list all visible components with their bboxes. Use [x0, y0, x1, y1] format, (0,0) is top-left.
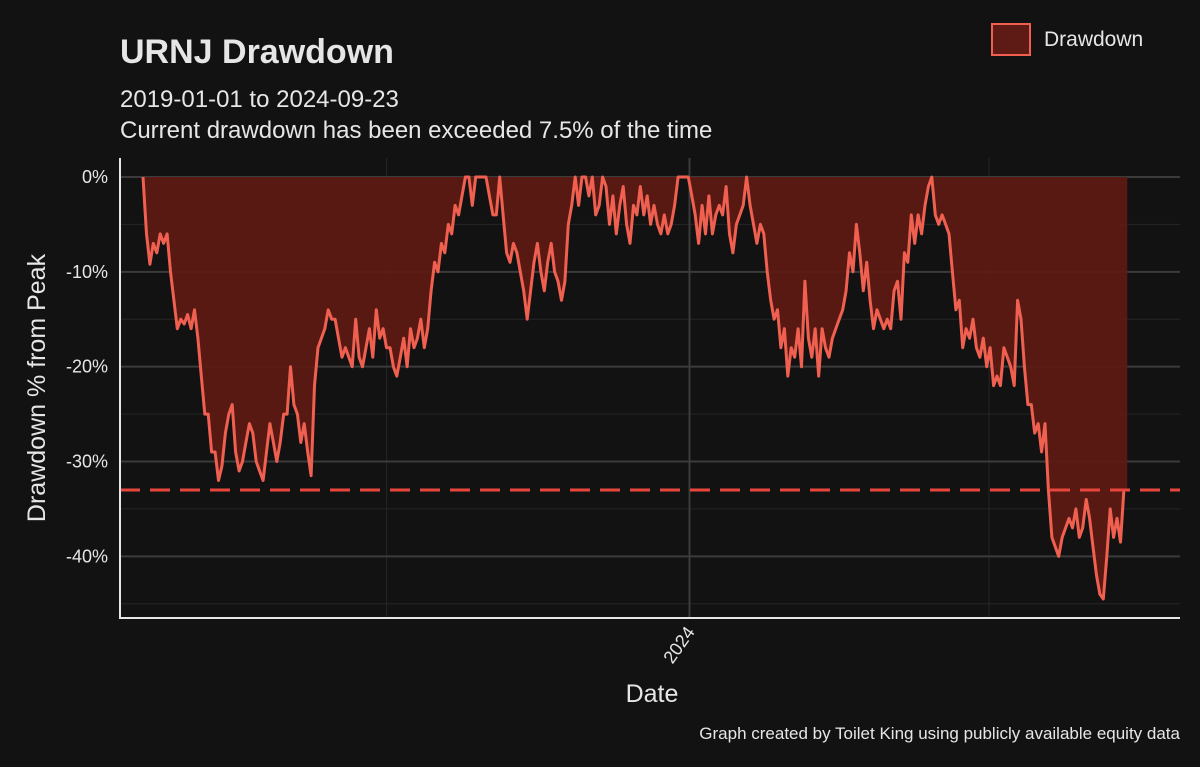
y-tick-labels: 0% -10% -20% -30% -40%	[66, 167, 108, 566]
chart-subtitle-exceedance: Current drawdown has been exceeded 7.5% …	[120, 117, 712, 144]
axes	[119, 158, 1180, 619]
chart-subtitle-date-range: 2019-01-01 to 2024-09-23	[120, 86, 399, 113]
drawdown-area-layer	[141, 175, 1128, 601]
x-axis-title: Date	[626, 680, 679, 708]
x-tick-labels: 2024	[659, 623, 698, 667]
chart-title: URNJ Drawdown	[120, 33, 394, 71]
chart-caption: Graph created by Toilet King using publi…	[699, 724, 1180, 743]
legend: Drawdown	[991, 23, 1143, 56]
y-axis-title: Drawdown % from Peak	[23, 253, 51, 522]
legend-swatch	[991, 23, 1031, 56]
drawdown-area	[143, 177, 1128, 599]
y-tick-label: -40%	[66, 546, 108, 566]
y-tick-label: -30%	[66, 452, 108, 472]
y-tick-label: 0%	[82, 167, 108, 187]
y-tick-label: -20%	[66, 357, 108, 377]
y-tick-label: -10%	[66, 262, 108, 282]
legend-label: Drawdown	[1044, 28, 1143, 51]
drawdown-line	[141, 175, 1128, 601]
x-tick-label: 2024	[659, 623, 698, 667]
